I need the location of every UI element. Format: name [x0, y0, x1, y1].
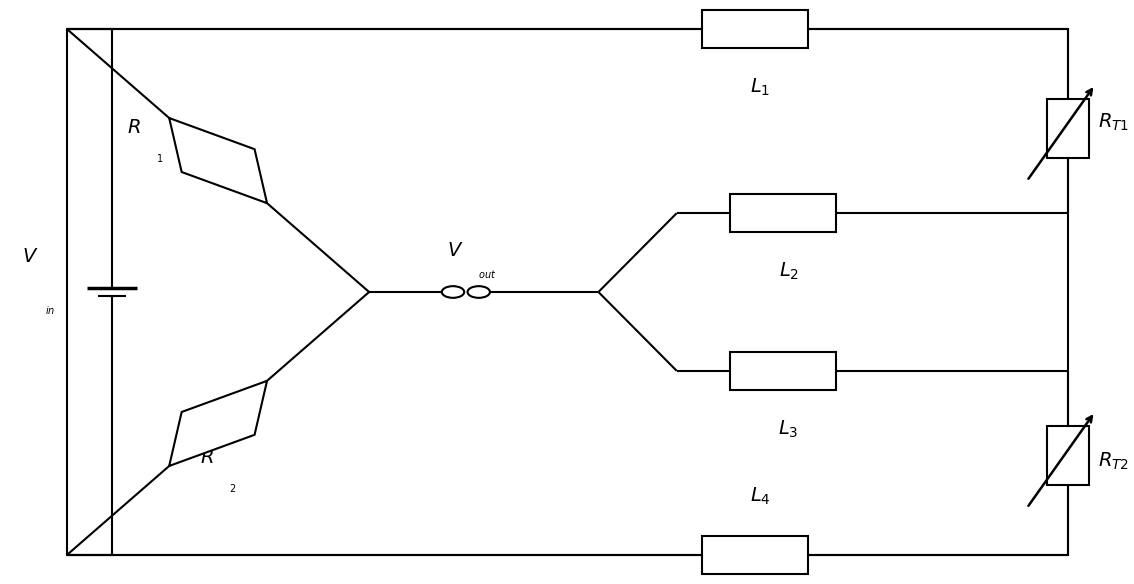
Text: $_{out}$: $_{out}$: [477, 267, 496, 281]
Bar: [702, 11, 809, 48]
Text: $V$: $V$: [448, 242, 464, 260]
Text: $L_3$: $L_3$: [778, 419, 798, 440]
Text: $R_{T2}$: $R_{T2}$: [1099, 451, 1129, 472]
Circle shape: [467, 286, 490, 298]
Text: $R$: $R$: [200, 450, 214, 467]
Text: $_2$: $_2$: [229, 481, 236, 495]
Text: $L_1$: $L_1$: [751, 77, 771, 98]
Bar: [67, 29, 1068, 555]
Text: $L_2$: $L_2$: [779, 261, 798, 282]
Polygon shape: [169, 118, 266, 203]
Bar: [730, 194, 836, 232]
Bar: [730, 352, 836, 390]
Text: $R_{T1}$: $R_{T1}$: [1099, 112, 1129, 133]
Circle shape: [442, 286, 464, 298]
Bar: [1047, 426, 1090, 485]
Text: $_1$: $_1$: [156, 151, 163, 165]
Bar: [1047, 99, 1090, 158]
Text: $R$: $R$: [127, 120, 141, 137]
Bar: [702, 536, 809, 573]
Text: $_{in}$: $_{in}$: [44, 303, 56, 317]
Text: $L_4$: $L_4$: [751, 486, 771, 507]
Text: $V$: $V$: [23, 248, 39, 266]
Polygon shape: [169, 381, 266, 466]
